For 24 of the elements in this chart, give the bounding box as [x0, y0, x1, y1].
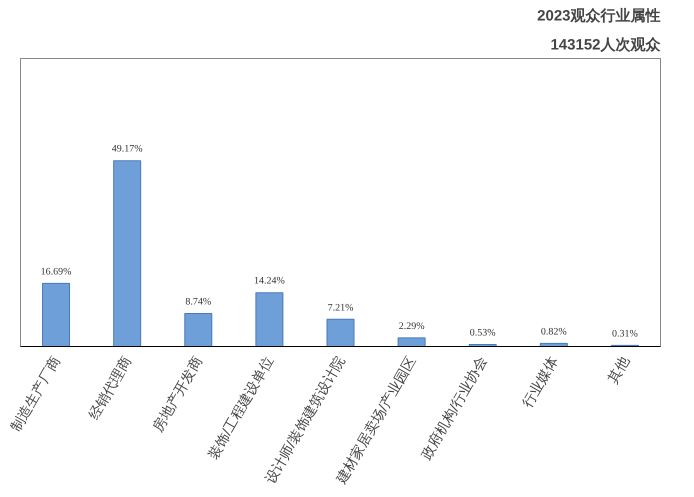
x-tick-label: 行业媒体	[518, 354, 561, 410]
x-tick-label: 其他	[604, 354, 632, 386]
data-label: 49.17%	[112, 144, 143, 155]
bar	[255, 292, 284, 346]
x-tick-label: 制造生产厂商	[7, 354, 63, 434]
data-label: 0.82%	[540, 326, 567, 338]
data-label: 0.53%	[470, 327, 496, 338]
data-label: 7.21%	[328, 302, 354, 314]
x-tick-label: 政府机构/行业协会	[418, 354, 490, 462]
data-label: 16.69%	[40, 266, 72, 278]
data-label: 2.29%	[398, 320, 425, 332]
x-tick-label: 房地产开发商	[149, 354, 206, 434]
x-tick-label: 经销代理商	[85, 354, 134, 422]
bar	[42, 282, 70, 346]
bar	[184, 312, 212, 346]
chart-title: 2023观众行业属性	[537, 8, 661, 24]
bar	[398, 337, 426, 346]
chart-subtitle: 143152人次观众	[550, 36, 662, 54]
x-tick-label: 装饰/工程建设单位	[204, 354, 276, 462]
data-label: 0.31%	[612, 328, 638, 340]
bar	[326, 318, 355, 346]
data-label: 8.74%	[185, 296, 212, 308]
data-label: 14.24%	[254, 276, 285, 287]
bar	[113, 160, 142, 346]
